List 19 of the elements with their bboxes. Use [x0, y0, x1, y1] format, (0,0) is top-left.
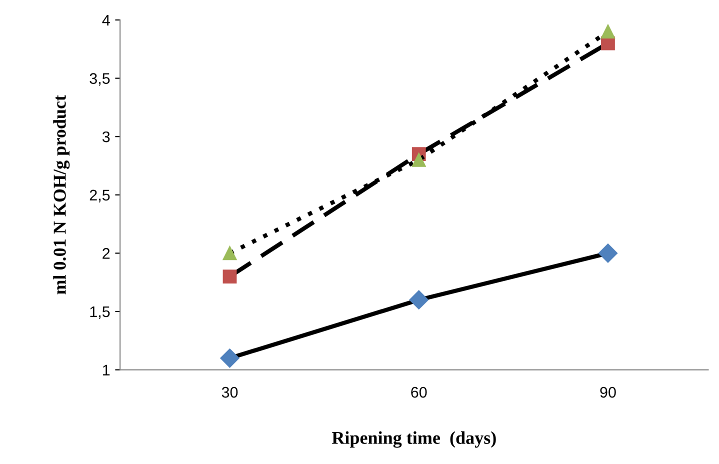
y-tick-label: 1,5 [90, 306, 110, 319]
y-tick-label: 3 [102, 131, 110, 142]
x-tick-label: 60 [411, 386, 427, 398]
x-axis-title: Ripening time (days) [332, 431, 496, 448]
y-tick-label: 1 [103, 364, 110, 376]
point [222, 246, 237, 260]
x-tick-label: 90 [600, 386, 616, 398]
point [601, 24, 615, 39]
x-tick-label: 30 [222, 386, 238, 398]
y-tick-label: 2 [102, 248, 110, 259]
y-axis-title: ml 0.01 N KOH/g product [53, 95, 70, 294]
point [598, 244, 618, 263]
y-tick-label: 2,5 [90, 190, 110, 202]
y-tick-label: 3,5 [90, 73, 110, 86]
point [412, 152, 426, 167]
point [220, 348, 240, 368]
point [222, 270, 237, 284]
point [409, 290, 428, 310]
y-tick-label: 4 [102, 14, 110, 26]
